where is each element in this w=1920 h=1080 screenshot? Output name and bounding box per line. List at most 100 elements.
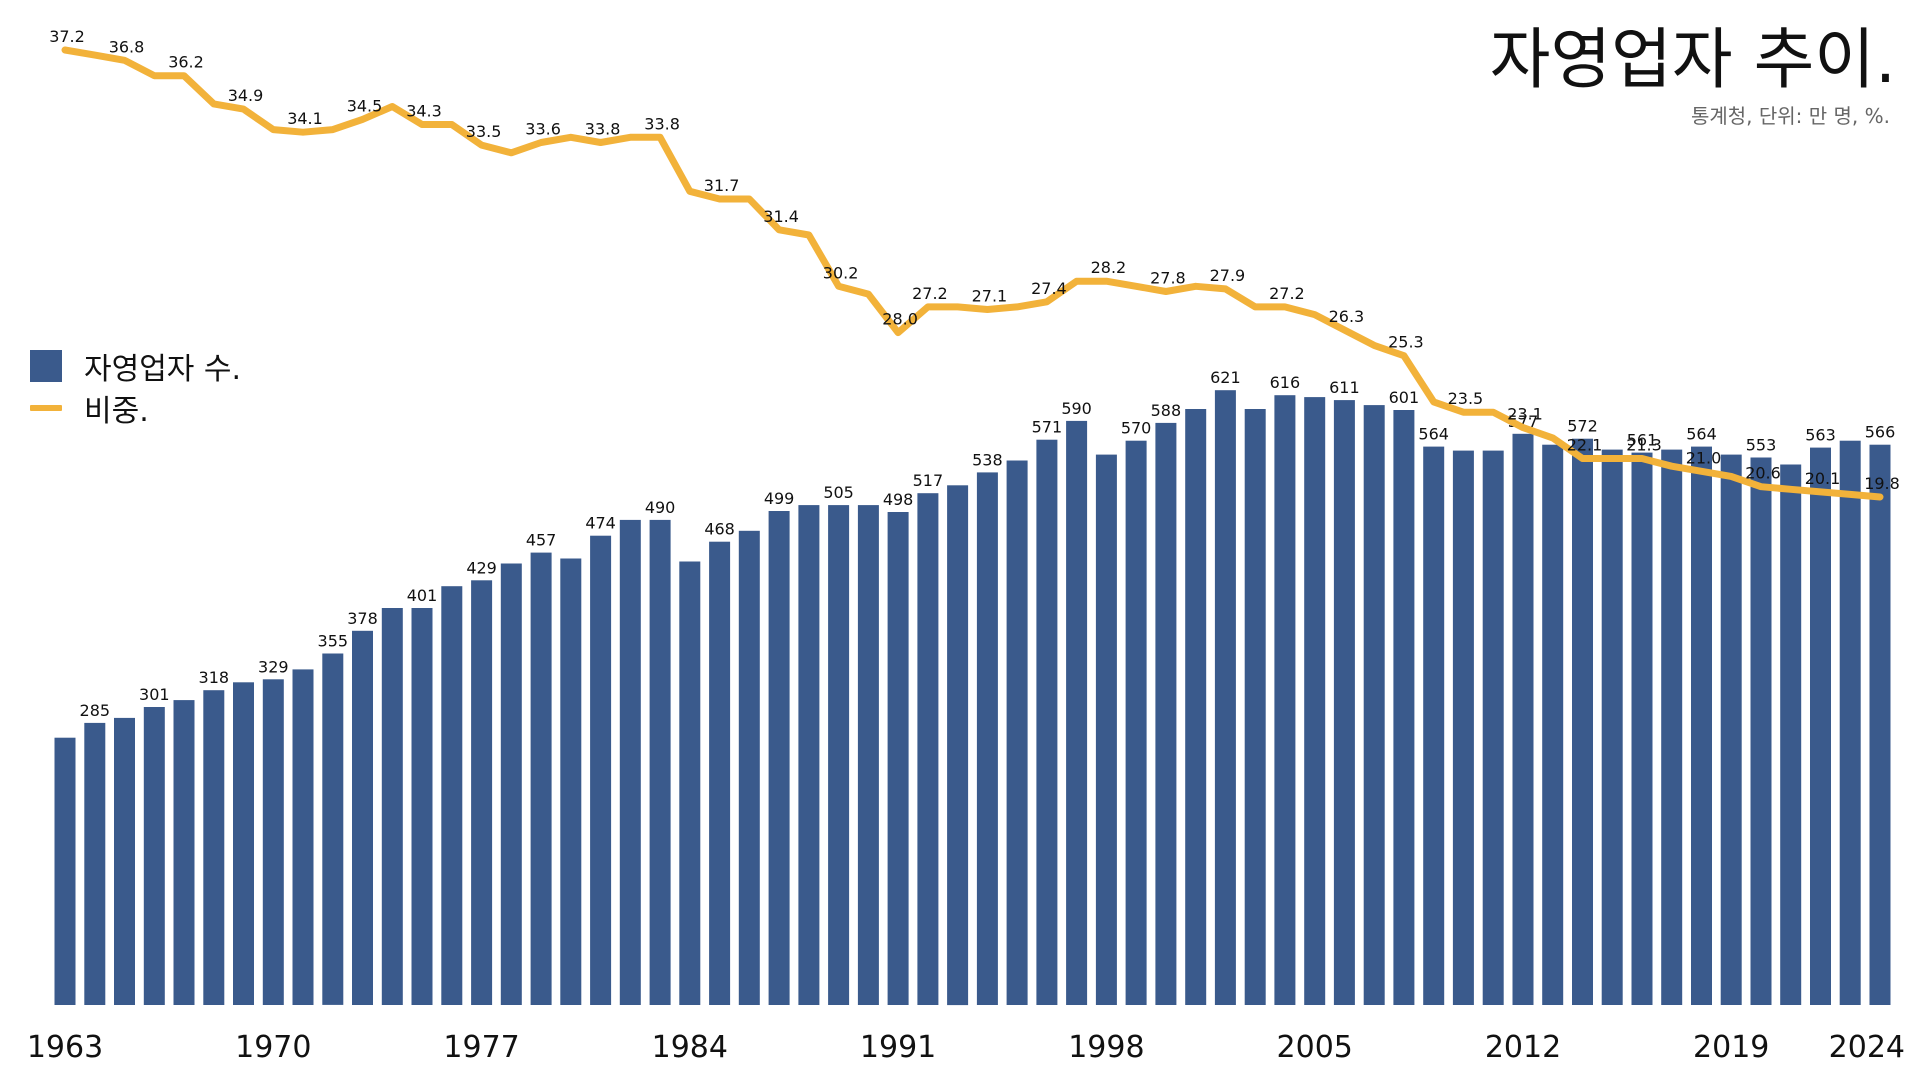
x-tick-1984: 1984 — [652, 1030, 728, 1065]
bar-value-label-1972: 355 — [318, 632, 349, 651]
line-value-label-1983: 33.8 — [644, 114, 680, 133]
legend-bar-swatch — [30, 350, 62, 382]
bar-value-label-2009: 564 — [1418, 425, 1449, 444]
bar-2010 — [1452, 450, 1474, 1006]
line-value-label-2008: 25.3 — [1388, 333, 1424, 352]
bar-1971 — [292, 669, 314, 1005]
bar-value-label-1977: 429 — [466, 558, 497, 577]
bar-2014 — [1572, 438, 1593, 1005]
bar-1979 — [530, 552, 552, 1005]
bar-value-label-2006: 611 — [1329, 378, 1360, 397]
bar-value-label-1966: 301 — [139, 685, 170, 704]
x-tick-1998: 1998 — [1068, 1030, 1144, 1065]
line-value-label-1996: 27.4 — [1031, 279, 1067, 298]
bar-2012 — [1512, 433, 1534, 1005]
bar-value-label-2022: 563 — [1805, 426, 1836, 445]
bar-2017 — [1661, 449, 1683, 1006]
bar-value-label-1999: 570 — [1121, 419, 1152, 438]
bar-value-label-1973: 378 — [347, 609, 378, 628]
line-layer — [61, 46, 1884, 501]
bar-value-label-1981: 474 — [585, 514, 616, 533]
line-value-label-2010: 23.5 — [1448, 389, 1484, 408]
chart-subtitle: 통계청, 단위: 만 명, %. — [1690, 104, 1890, 128]
line-value-label-2024: 19.8 — [1864, 474, 1900, 493]
bar-1997 — [1066, 420, 1088, 1005]
bar-1968 — [203, 690, 225, 1005]
bar-value-label-2024: 566 — [1865, 423, 1896, 442]
bar-value-label-2008: 601 — [1389, 388, 1420, 407]
bar-2024 — [1869, 444, 1891, 1005]
bar-1995 — [1006, 460, 1028, 1005]
line-value-label-1994: 27.1 — [972, 287, 1008, 306]
bar-2003 — [1244, 409, 1266, 1005]
bar-value-label-1968: 318 — [199, 668, 230, 687]
bar-2004 — [1274, 395, 1296, 1005]
bar-2007 — [1363, 405, 1385, 1006]
bar-1975 — [411, 608, 433, 1005]
bar-1970 — [262, 679, 284, 1005]
bar-1980 — [560, 558, 582, 1005]
bar-2019 — [1720, 454, 1742, 1006]
bar-1996 — [1036, 439, 1058, 1005]
bar-2011 — [1482, 450, 1504, 1006]
bar-value-label-1997: 590 — [1061, 399, 1092, 418]
bar-value-label-1983: 490 — [645, 498, 676, 517]
bar-1994 — [976, 472, 998, 1005]
bar-1998 — [1095, 454, 1117, 1006]
bar-1974 — [381, 608, 403, 1005]
line-value-label-1963: 37.2 — [49, 27, 85, 46]
bar-1973 — [352, 630, 373, 1005]
line-value-label-1967: 36.2 — [168, 53, 204, 72]
bar-2013 — [1542, 444, 1564, 1005]
bar-2000 — [1155, 422, 1177, 1005]
x-tick-1977: 1977 — [443, 1030, 519, 1065]
bar-value-label-2018: 564 — [1686, 425, 1717, 444]
bar-value-label-1992: 517 — [913, 471, 944, 490]
bar-1967 — [173, 700, 195, 1005]
line-value-label-1971: 34.1 — [287, 109, 323, 128]
line-value-label-1987: 31.4 — [763, 207, 799, 226]
bar-value-label-1991: 498 — [883, 490, 914, 509]
bar-2009 — [1423, 446, 1445, 1006]
bar-2006 — [1333, 400, 1355, 1006]
bar-value-label-1975: 401 — [407, 586, 438, 605]
bar-2005 — [1304, 397, 1326, 1006]
line-value-label-1975: 34.3 — [406, 102, 442, 121]
bar-1988 — [798, 505, 820, 1005]
bar-labels-layer: 285 301 318 329 355 378 401 429 457 474 490 468 499 5… — [80, 368, 1896, 720]
bars-layer — [54, 390, 1891, 1006]
bar-1964 — [84, 722, 106, 1005]
legend: 자영업자 수. 비중. — [30, 345, 241, 429]
x-tick-2012: 2012 — [1485, 1030, 1561, 1065]
bar-2002 — [1214, 390, 1236, 1005]
line-value-label-1981: 33.8 — [585, 120, 621, 139]
line-value-label-1985: 31.7 — [704, 176, 740, 195]
line-value-label-2000: 27.8 — [1150, 269, 1186, 288]
bar-1986 — [738, 530, 760, 1005]
bar-value-label-1964: 285 — [80, 701, 111, 720]
x-tick-2024: 2024 — [1829, 1030, 1905, 1065]
line-value-label-1973: 34.5 — [347, 96, 383, 115]
line-value-label-1965: 36.8 — [109, 37, 145, 56]
bar-1972 — [322, 653, 344, 1005]
x-tick-2005: 2005 — [1277, 1030, 1353, 1065]
bar-2018 — [1691, 446, 1712, 1006]
bar-value-label-2004: 616 — [1270, 373, 1301, 392]
x-tick-1970: 1970 — [235, 1030, 311, 1065]
bar-1969 — [233, 682, 254, 1005]
bar-1999 — [1125, 440, 1147, 1005]
x-tick-1963: 1963 — [27, 1030, 103, 1065]
legend-line-swatch — [30, 405, 62, 411]
line-value-label-2022: 20.1 — [1805, 469, 1841, 488]
bar-1977 — [471, 580, 493, 1005]
bar-1991 — [887, 512, 909, 1005]
line-value-label-1998: 28.2 — [1091, 258, 1127, 277]
bar-value-label-2000: 588 — [1151, 401, 1182, 420]
x-axis-ticks: 1963 1970 1977 1984 1991 1998 2005 2012 2019 2024 — [27, 1030, 1905, 1065]
bar-1993 — [947, 485, 969, 1006]
bar-1963 — [54, 737, 76, 1005]
bar-2016 — [1631, 452, 1653, 1006]
bar-1990 — [857, 505, 879, 1005]
x-tick-1991: 1991 — [860, 1030, 936, 1065]
bar-value-label-1994: 538 — [972, 450, 1003, 469]
